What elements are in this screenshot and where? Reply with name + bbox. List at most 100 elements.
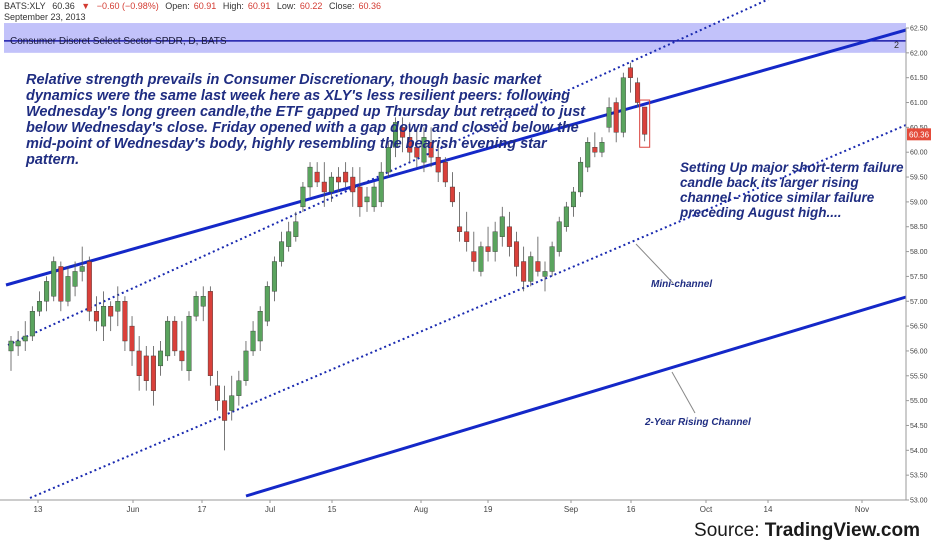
candle-body <box>428 142 434 158</box>
x-tick-label: 17 <box>198 505 207 514</box>
candle-body <box>642 106 648 135</box>
candle-body <box>321 181 327 193</box>
candle-body <box>264 286 270 322</box>
legend-title[interactable]: Consumer Discret Select Sector SPDR, D, … <box>10 36 227 47</box>
mini-channel-label: Mini-channel <box>651 279 713 290</box>
source-brand[interactable]: TradingView.com <box>764 520 920 541</box>
candle-body <box>257 311 263 342</box>
x-tick-label: Sep <box>564 505 579 514</box>
open-value: 60.91 <box>193 1 217 11</box>
candle-body <box>243 350 249 381</box>
candle-body <box>620 77 626 133</box>
candle-body <box>592 147 598 153</box>
candle-body <box>250 330 256 352</box>
candle-body <box>172 320 178 352</box>
candle-body <box>478 246 484 272</box>
y-tick-label: 54.50 <box>910 423 928 430</box>
x-axis-ticks: 13 Jun 17 Jul 15 Aug 19 Sep 16 Oct 14 Nov <box>34 500 869 514</box>
y-tick-label: 61.50 <box>910 75 928 82</box>
candle-body <box>158 350 164 367</box>
candle-body <box>535 261 541 272</box>
x-tick-label: 19 <box>484 505 493 514</box>
candle-body <box>549 246 555 272</box>
rising-channel-pointer <box>671 371 696 414</box>
last-price-tag-bg <box>907 128 931 141</box>
candle-body <box>528 256 534 282</box>
candle-body <box>129 325 135 352</box>
channel-lines <box>5 0 907 499</box>
x-tick-label: Jun <box>127 505 140 514</box>
candle-body <box>44 281 50 302</box>
candle-body <box>86 261 92 312</box>
x-tick-label: Jul <box>265 505 275 514</box>
candle-body <box>585 142 591 168</box>
candle-body <box>286 231 292 247</box>
candle-body <box>108 306 114 317</box>
x-tick-label: Oct <box>700 505 713 514</box>
mini-channel-upper-line <box>7 0 770 346</box>
candle-body <box>165 320 171 357</box>
candle-body <box>514 241 520 267</box>
candle-body <box>271 261 277 292</box>
candle-body <box>606 107 612 128</box>
candle-body <box>457 226 463 232</box>
candle-body <box>143 355 149 381</box>
mini-channel-lower-line <box>29 124 907 499</box>
x-tick-label: Nov <box>855 505 869 514</box>
candle-body <box>29 311 35 337</box>
last-price-tag: 60.36 <box>907 128 931 141</box>
price-band <box>4 23 906 53</box>
y-tick-label: 57.00 <box>910 299 928 306</box>
main-annotation: Relative strength prevails in Consumer D… <box>26 72 586 168</box>
candle-body <box>193 296 199 317</box>
y-tick-label: 55.00 <box>910 398 928 405</box>
candle-body <box>442 161 448 183</box>
candle-body <box>613 102 619 133</box>
candle-body <box>65 276 71 302</box>
rising-channel-label: 2-Year Rising Channel <box>645 417 751 428</box>
y-tick-label: 56.50 <box>910 324 928 331</box>
candle-body <box>236 380 242 396</box>
candle-body <box>328 176 334 193</box>
candle-body <box>350 176 356 193</box>
candle-body <box>435 156 441 173</box>
last-price: 60.36 <box>52 1 75 11</box>
candle-body <box>200 296 206 307</box>
candle-body <box>343 171 349 183</box>
y-tick-label: 53.00 <box>910 498 928 505</box>
symbol-label[interactable]: BATS:XLY <box>4 1 46 11</box>
candle-body <box>72 271 78 287</box>
candle-body <box>556 221 562 252</box>
y-tick-label: 56.00 <box>910 348 928 355</box>
candle-body <box>136 350 142 376</box>
side-annotation: Setting Up major short-term failure cand… <box>680 160 904 220</box>
candle-body <box>279 241 285 262</box>
down-arrow-icon: ▼ <box>81 1 91 11</box>
candle-body <box>51 261 57 297</box>
candle-body <box>499 216 505 237</box>
candle-body <box>336 176 342 183</box>
x-tick-label: Aug <box>414 505 428 514</box>
annotation-pointers <box>635 243 696 414</box>
candle-body <box>485 246 491 252</box>
candle-body <box>635 82 641 103</box>
y-tick-label: 62.50 <box>910 26 928 33</box>
x-tick-label: 14 <box>764 505 773 514</box>
candle-body <box>378 171 384 203</box>
candle-body <box>222 400 228 421</box>
candle-body <box>421 137 427 163</box>
candle-body <box>471 251 477 262</box>
open-label: Open: <box>165 1 190 11</box>
y-tick-label: 62.00 <box>910 50 928 57</box>
close-value: 60.36 <box>358 1 381 11</box>
candle-body <box>179 350 185 362</box>
candle-body <box>385 147 391 173</box>
candle-body <box>58 266 64 302</box>
y-tick-label: 57.50 <box>910 274 928 281</box>
candle-body <box>506 226 512 247</box>
candle-body <box>400 127 406 138</box>
y-tick-label: 61.00 <box>910 100 928 107</box>
upper-channel-line <box>5 28 907 287</box>
candle-body <box>15 340 21 347</box>
